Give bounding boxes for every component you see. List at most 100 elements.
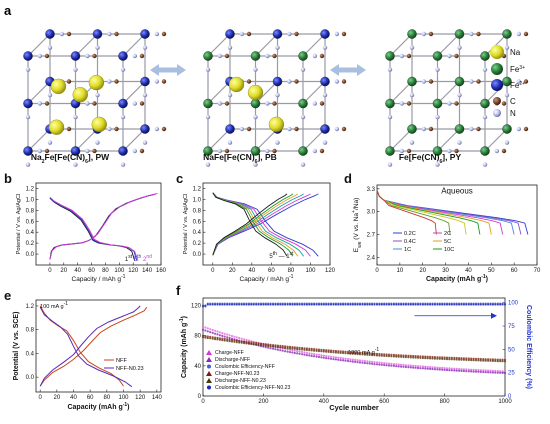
data-point	[325, 303, 328, 306]
legend-label: 1C	[404, 247, 411, 253]
data-point	[458, 369, 461, 372]
data-point	[209, 337, 212, 340]
data-point	[274, 303, 277, 306]
data-point	[421, 367, 424, 370]
data-point	[409, 364, 412, 367]
data-point	[503, 360, 507, 363]
x-tick-label: 40	[70, 395, 77, 401]
data-point	[448, 358, 451, 361]
y-right-tick-label: 0	[508, 394, 512, 400]
data-point	[491, 371, 494, 374]
data-point	[395, 303, 398, 306]
data-point	[356, 361, 359, 364]
data-point	[407, 303, 410, 306]
data-point	[346, 359, 350, 363]
legend-atom-na	[490, 45, 504, 59]
data-point	[397, 365, 400, 368]
data-point	[322, 354, 325, 357]
data-point	[221, 332, 224, 335]
data-point	[383, 354, 386, 357]
data-point	[387, 364, 391, 367]
data-point	[431, 366, 434, 369]
y-tick-label: 40	[194, 364, 201, 370]
data-point	[272, 303, 275, 306]
crystal-structure-3	[385, 29, 529, 167]
data-point	[240, 337, 243, 340]
series-line-charge-2	[39, 305, 141, 387]
plot-frame	[35, 299, 162, 393]
data-point	[419, 367, 422, 370]
data-point	[465, 303, 468, 306]
data-point	[238, 341, 241, 344]
data-point	[223, 332, 226, 335]
data-point	[491, 303, 494, 306]
data-point	[211, 337, 214, 340]
data-point	[436, 368, 439, 371]
data-point	[349, 352, 352, 355]
data-point	[445, 368, 449, 372]
data-point	[233, 335, 236, 338]
data-point	[221, 339, 224, 342]
data-point	[317, 355, 321, 359]
data-point	[443, 357, 446, 361]
data-point	[484, 371, 487, 374]
data-point	[298, 303, 301, 306]
data-point	[371, 362, 374, 365]
y-right-axis-label: Coulombic Efficiency (%)	[525, 305, 532, 389]
data-point	[315, 303, 318, 306]
data-point	[474, 368, 478, 372]
data-point	[209, 303, 212, 306]
data-point	[206, 330, 209, 333]
data-point	[482, 369, 485, 372]
x-tick-label: 0	[201, 399, 205, 405]
data-point	[337, 351, 340, 354]
data-point	[404, 303, 407, 306]
data-point	[221, 334, 224, 337]
data-point	[252, 303, 255, 306]
data-point	[433, 357, 436, 360]
data-point	[387, 362, 391, 365]
data-point	[303, 351, 306, 354]
data-point	[484, 369, 487, 372]
data-point	[361, 359, 364, 362]
data-point	[363, 361, 366, 365]
data-point	[496, 371, 499, 374]
data-point	[206, 336, 209, 340]
double-arrow-2	[330, 64, 366, 76]
panel-letter-d: d	[344, 171, 352, 186]
data-point	[472, 368, 475, 371]
data-point	[351, 358, 354, 361]
data-point	[214, 303, 217, 306]
data-point	[303, 348, 306, 351]
data-point	[327, 357, 330, 360]
atoms	[203, 29, 347, 167]
data-point	[395, 365, 398, 368]
data-point	[317, 303, 321, 306]
data-point	[487, 369, 490, 372]
data-point	[373, 363, 376, 366]
data-point	[491, 359, 494, 362]
data-point	[414, 366, 417, 369]
x-tick-label: 0	[48, 268, 52, 274]
na-ion	[247, 84, 264, 101]
data-point	[487, 358, 490, 361]
data-point	[240, 303, 243, 306]
data-point	[453, 367, 456, 370]
data-point	[342, 359, 345, 362]
data-point	[349, 358, 352, 361]
data-point	[450, 358, 453, 361]
data-point	[250, 342, 253, 346]
y-tick-label: 1.0	[193, 197, 202, 203]
data-point	[228, 334, 231, 337]
data-point	[426, 367, 429, 370]
data-point	[344, 357, 347, 360]
data-point	[450, 369, 453, 372]
data-point	[332, 355, 335, 359]
data-point	[356, 359, 359, 362]
legend-atom-c	[493, 97, 501, 105]
data-point	[426, 365, 429, 368]
data-point	[501, 371, 504, 374]
na-ion	[50, 78, 67, 95]
data-point	[383, 303, 386, 306]
data-point	[419, 356, 422, 359]
